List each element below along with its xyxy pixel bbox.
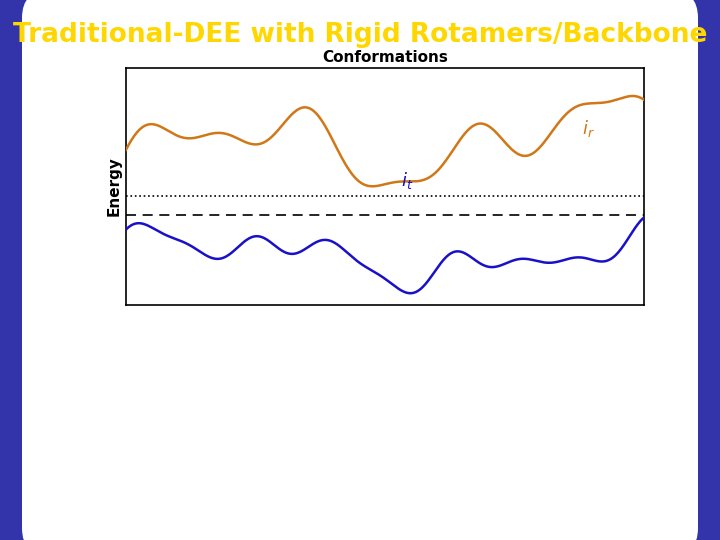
Text: image format: image format [244,210,476,239]
Text: Traditional-DEE with Rigid Rotamers/Backbone: Traditional-DEE with Rigid Rotamers/Back… [13,22,707,48]
Text: Macintosh PICT: Macintosh PICT [228,170,492,199]
FancyBboxPatch shape [22,0,698,540]
X-axis label: Conformations: Conformations [323,50,448,65]
Text: is not supported: is not supported [218,250,502,279]
Text: $i_t$: $i_t$ [401,170,413,191]
Y-axis label: Energy: Energy [107,157,122,216]
Text: $i_r$: $i_r$ [582,118,595,139]
